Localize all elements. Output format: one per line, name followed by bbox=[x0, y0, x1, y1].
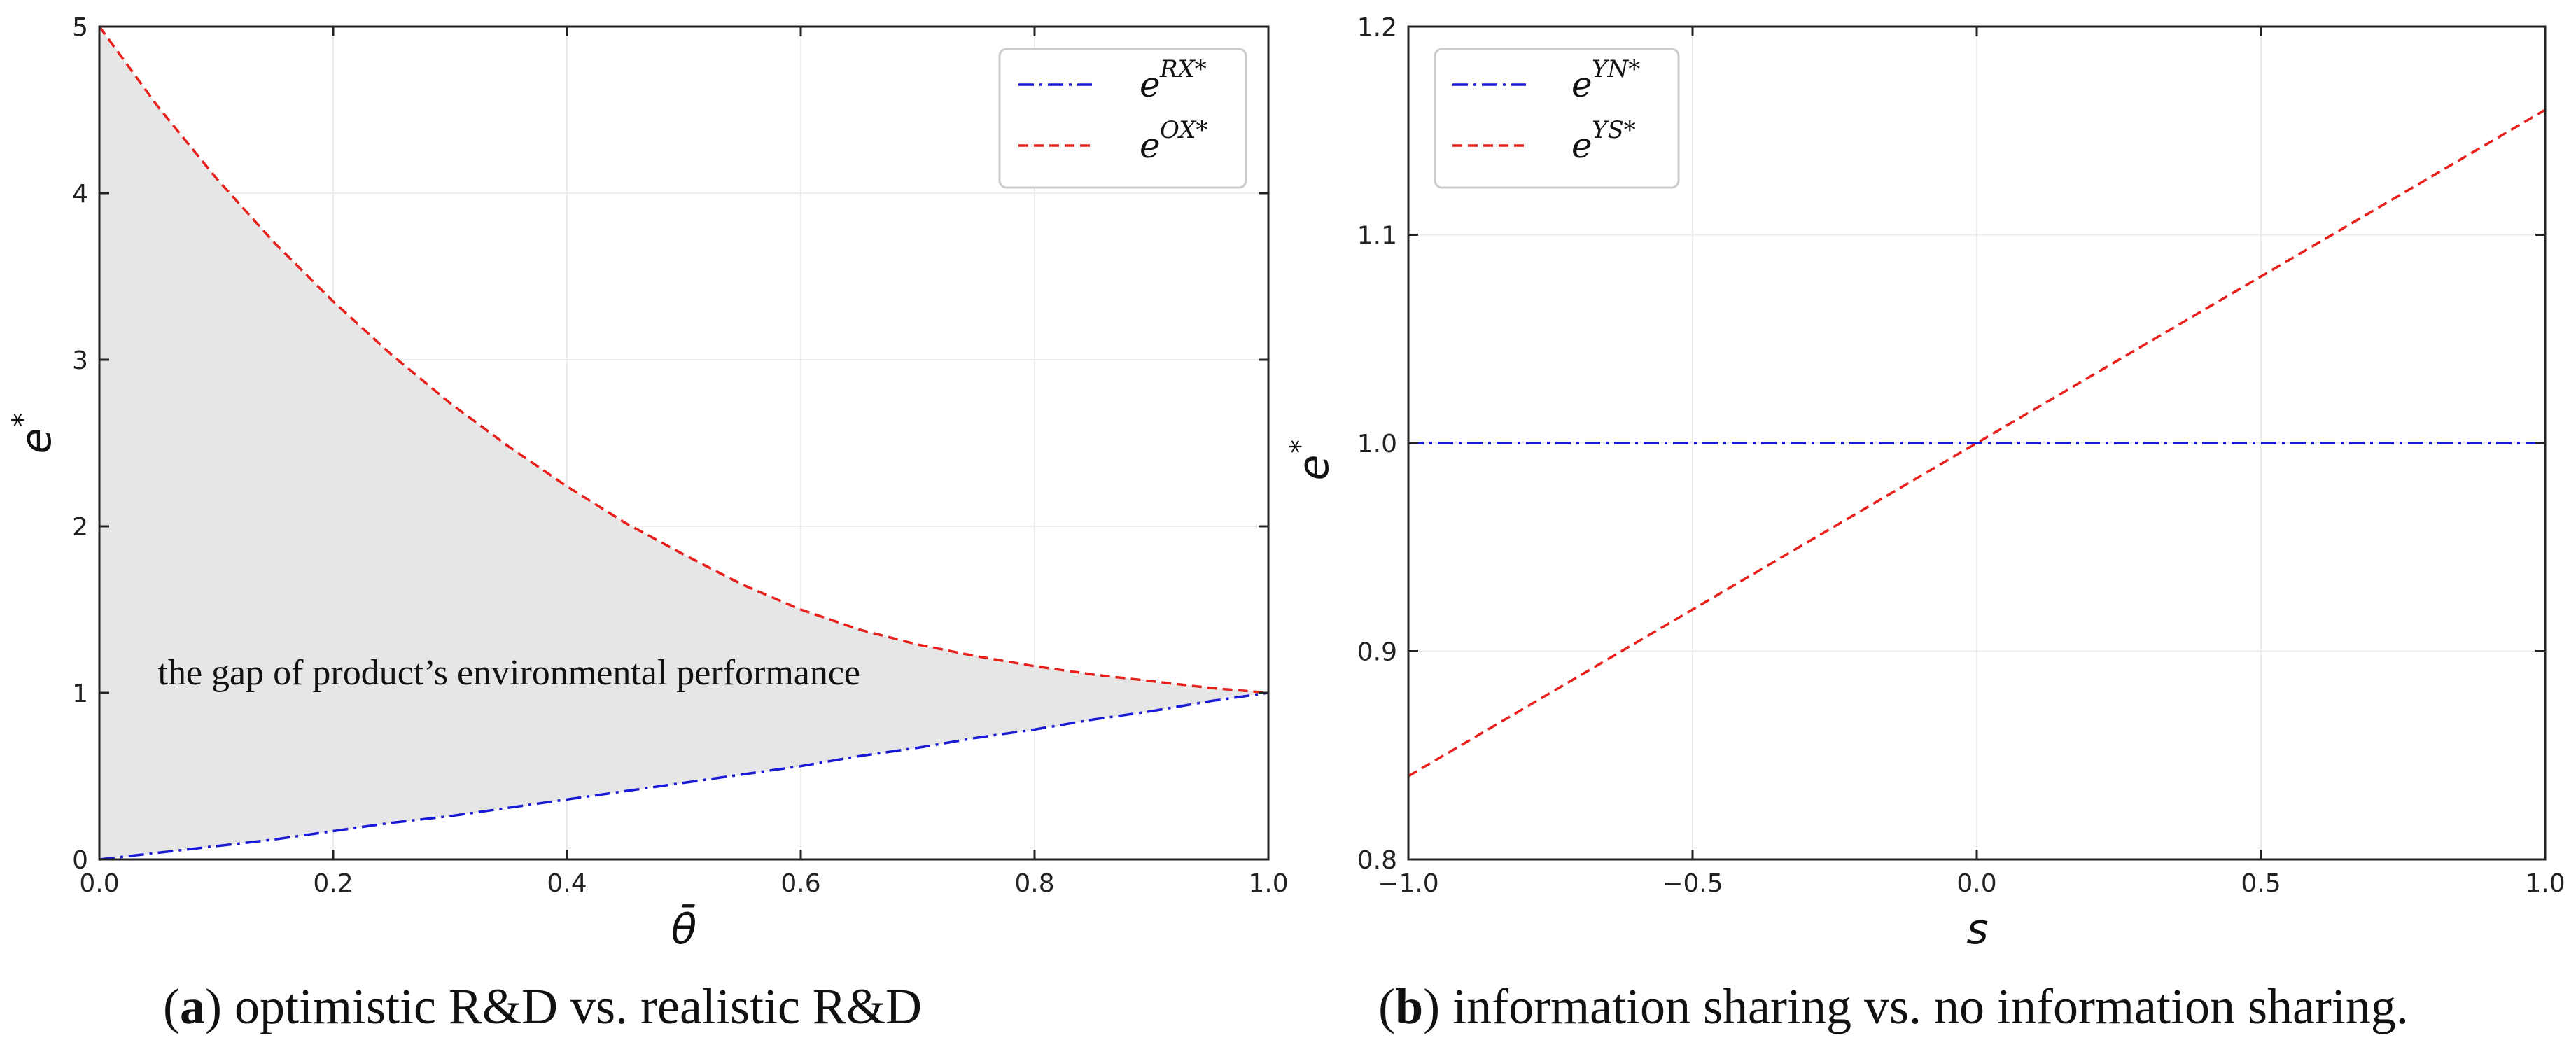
caption-a: (a) optimistic R&D vs. realistic R&D bbox=[163, 978, 922, 1034]
y-tick-label: 5 bbox=[72, 13, 88, 42]
x-tick-label: 0.5 bbox=[2241, 869, 2281, 898]
y-tick-label: 0.8 bbox=[1357, 846, 1397, 875]
x-tick-label: 0.4 bbox=[547, 869, 587, 898]
x-tick-label: −0.5 bbox=[1662, 869, 1723, 898]
x-tick-label: 1.0 bbox=[1248, 869, 1288, 898]
panel-a-legend-sup-rx: RX* bbox=[1159, 55, 1207, 83]
panel-b-legend-label-ys: e bbox=[1572, 125, 1592, 166]
x-tick-label: 0.8 bbox=[1014, 869, 1054, 898]
y-tick-label: 2 bbox=[72, 513, 88, 542]
x-tick-label: 0.6 bbox=[780, 869, 820, 898]
panel-b-legend-label-yn: e bbox=[1572, 64, 1592, 105]
y-tick-label: 3 bbox=[72, 346, 88, 375]
panel-b-legend-sup-ys: YS* bbox=[1592, 116, 1636, 144]
panel-a-annotation: the gap of product’s environmental perfo… bbox=[158, 653, 861, 693]
panel-b-legend-sup-yn: YN* bbox=[1592, 55, 1640, 83]
panel-a-legend-sup-ox: OX* bbox=[1160, 116, 1208, 144]
caption-b: (b) information sharing vs. no informati… bbox=[1378, 978, 2409, 1034]
panel-b-ylabel-text: e bbox=[1289, 455, 1338, 481]
caption-b-close: ) bbox=[1423, 978, 1440, 1034]
panel-b-chart: −1.0 −0.5 0.0 0.5 1.0 0.8 0.9 1.0 1.1 1.2 e * s e… bbox=[1284, 13, 2566, 954]
panel-b-ylabel-sup: * bbox=[1284, 440, 1317, 454]
caption-b-text: information sharing vs. no information s… bbox=[1440, 978, 2409, 1034]
panel-a-xlabel: θ̄ bbox=[671, 904, 697, 954]
caption-a-label: a bbox=[180, 978, 205, 1034]
panel-b-ticks: −1.0 −0.5 0.0 0.5 1.0 0.8 0.9 1.0 1.1 1.2 bbox=[1357, 13, 2566, 898]
y-tick-label: 1.2 bbox=[1357, 13, 1397, 42]
caption-b-open: ( bbox=[1378, 978, 1395, 1034]
x-tick-label: 0.2 bbox=[313, 869, 353, 898]
y-tick-label: 1.0 bbox=[1357, 430, 1397, 458]
y-tick-label: 1 bbox=[72, 680, 88, 708]
x-tick-label: 0.0 bbox=[1956, 869, 1996, 898]
panel-a-legend: e RX* e OX* bbox=[998, 48, 1247, 189]
panel-a-ylabel-sup: * bbox=[7, 413, 39, 427]
panel-a-ylabel-text: e bbox=[12, 428, 61, 454]
caption-a-text: optimistic R&D vs. realistic R&D bbox=[222, 978, 922, 1034]
panel-b-legend-box bbox=[1434, 48, 1680, 189]
panel-a-plot-frame bbox=[98, 25, 1270, 861]
panel-b-legend: e YN* e YS* bbox=[1434, 48, 1680, 189]
x-tick-label: 0.0 bbox=[79, 869, 119, 898]
panel-a-gap-fill bbox=[99, 27, 1268, 859]
panel-a-series-ox bbox=[98, 25, 1269, 694]
caption-a-open: ( bbox=[163, 978, 180, 1034]
panel-a-ylabel: e * bbox=[7, 413, 61, 454]
y-tick-label: 0 bbox=[72, 846, 88, 875]
x-tick-label: −1.0 bbox=[1378, 869, 1438, 898]
panel-a-chart: 0.0 0.2 0.4 0.6 0.8 1.0 0 1 2 3 4 5 the gap of prod… bbox=[7, 13, 1289, 954]
y-tick-label: 4 bbox=[72, 180, 88, 209]
caption-b-label: b bbox=[1395, 978, 1423, 1034]
panel-a-legend-label-ox: e bbox=[1140, 125, 1161, 166]
y-tick-label: 0.9 bbox=[1357, 638, 1397, 667]
panel-a-legend-box bbox=[998, 48, 1247, 189]
panel-a-legend-label-rx: e bbox=[1140, 64, 1161, 105]
panel-b-xlabel: s bbox=[1966, 905, 1988, 954]
y-tick-label: 1.1 bbox=[1357, 222, 1397, 251]
panel-a-ticks: 0.0 0.2 0.4 0.6 0.8 1.0 0 1 2 3 4 5 bbox=[72, 13, 1289, 898]
panel-b-series-ys bbox=[1408, 108, 2546, 778]
panel-a-series-rx bbox=[99, 691, 1269, 861]
panel-b-ylabel: e * bbox=[1284, 440, 1338, 480]
x-tick-label: 1.0 bbox=[2525, 869, 2565, 898]
caption-a-close: ) bbox=[205, 978, 222, 1034]
